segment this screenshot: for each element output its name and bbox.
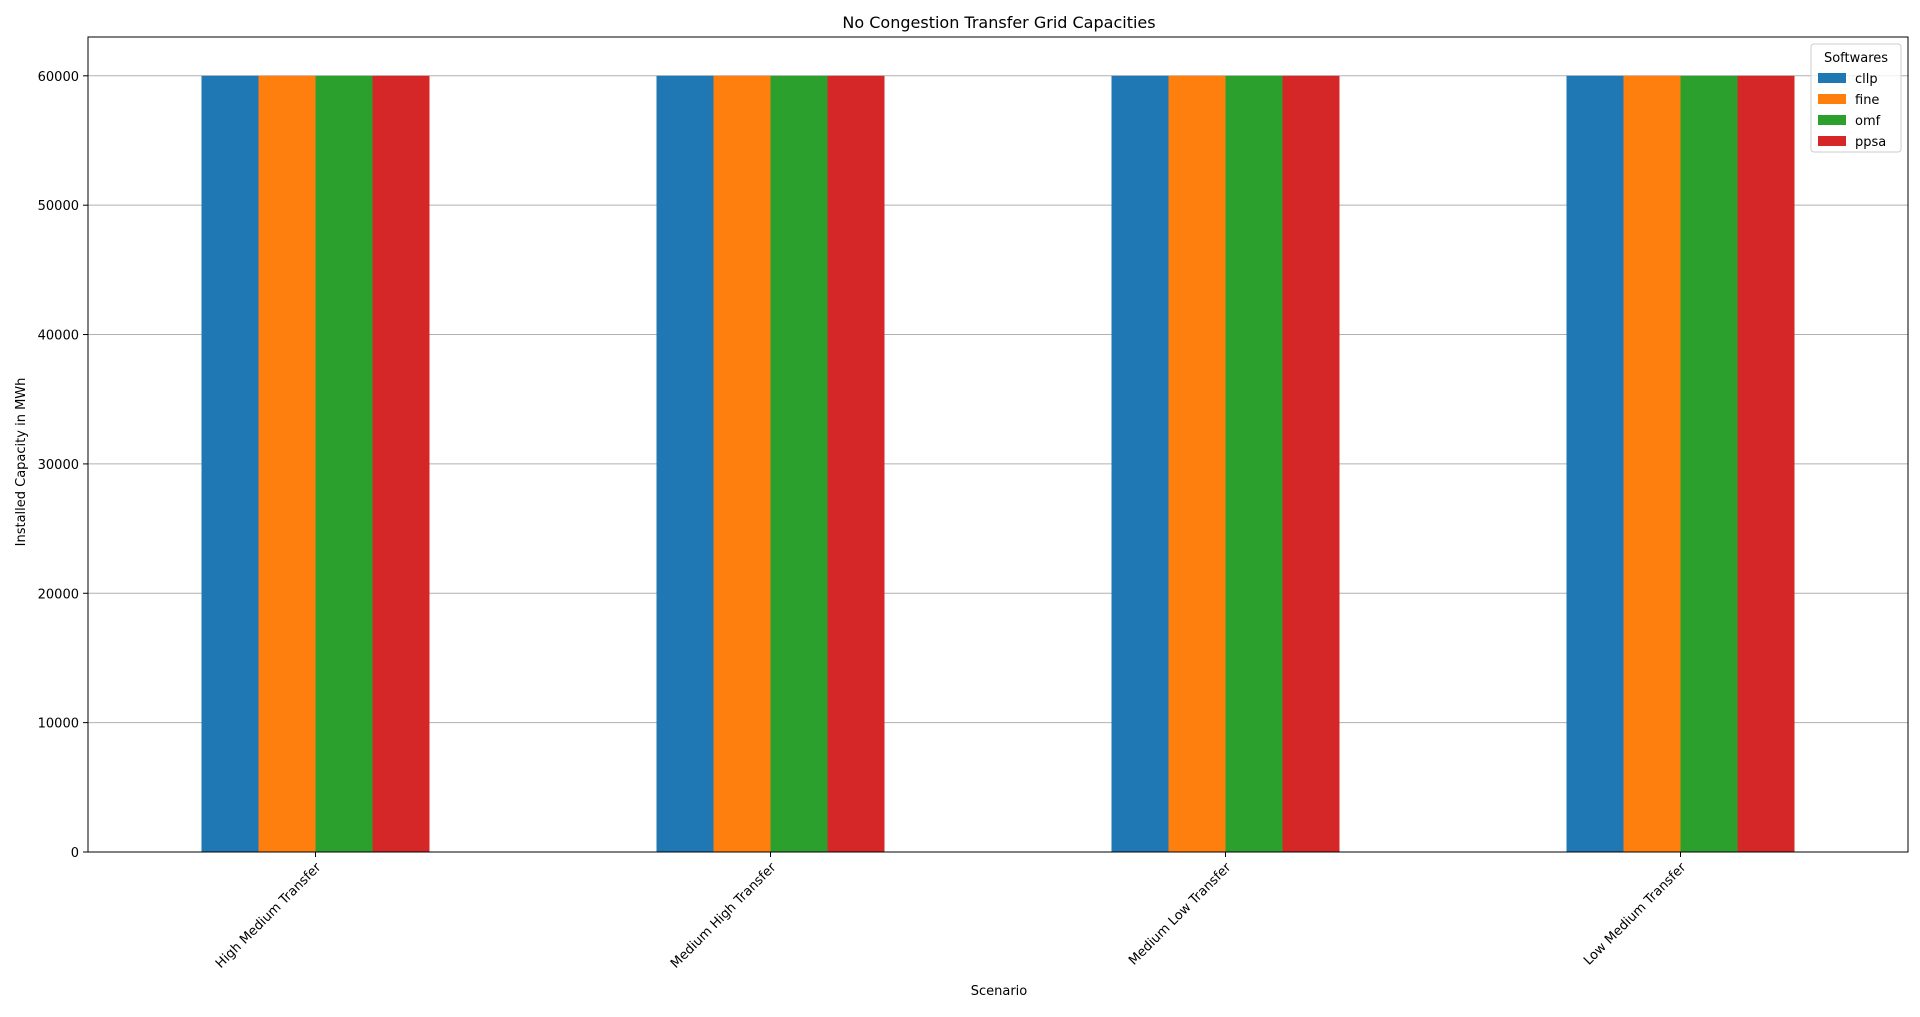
- y-tick-label: 30000: [38, 458, 79, 473]
- bar-cllp-3: [1111, 75, 1169, 853]
- bar-omf-1: [315, 75, 373, 853]
- legend-label-fine: fine: [1855, 93, 1879, 108]
- bar-omf-3: [1225, 75, 1283, 853]
- bar-ppsa-2: [827, 75, 885, 853]
- y-tick-label: 10000: [38, 717, 79, 732]
- bar-fine-1: [258, 75, 316, 853]
- bar-cllp-2: [656, 75, 714, 853]
- y-tick-label: 20000: [38, 587, 79, 602]
- y-axis-label: Installed Capacity in MWh: [14, 378, 29, 547]
- bar-ppsa-3: [1282, 75, 1340, 853]
- plot-frame: [87, 36, 1909, 853]
- y-tick-label: 50000: [38, 199, 79, 214]
- legend-title: Softwares: [1824, 51, 1888, 66]
- legend-swatch-fine: [1818, 94, 1846, 104]
- x-axis-label: Scenario: [971, 984, 1028, 999]
- legend-swatch-ppsa: [1818, 136, 1846, 146]
- chart-title: No Congestion Transfer Grid Capacities: [842, 13, 1155, 32]
- bars: [201, 75, 1795, 853]
- bar-cllp-1: [201, 75, 259, 853]
- legend-label-cllp: cllp: [1855, 72, 1878, 87]
- bar-omf-2: [770, 75, 828, 853]
- legend-label-ppsa: ppsa: [1855, 135, 1886, 150]
- bar-fine-3: [1168, 75, 1226, 853]
- y-tick-label: 40000: [38, 329, 79, 344]
- bar-cllp-4: [1566, 75, 1624, 853]
- y-tick-label: 60000: [38, 70, 79, 85]
- bar-fine-4: [1623, 75, 1681, 853]
- legend: Softwares cllp fine omf ppsa: [1810, 43, 1902, 153]
- bar-omf-4: [1680, 75, 1738, 853]
- bar-fine-2: [713, 75, 771, 853]
- bar-ppsa-4: [1737, 75, 1795, 853]
- legend-swatch-cllp: [1818, 73, 1846, 83]
- legend-swatch-omf: [1818, 115, 1846, 125]
- legend-label-omf: omf: [1855, 114, 1881, 129]
- y-tick-label: 0: [71, 846, 79, 861]
- bar-ppsa-1: [372, 75, 430, 853]
